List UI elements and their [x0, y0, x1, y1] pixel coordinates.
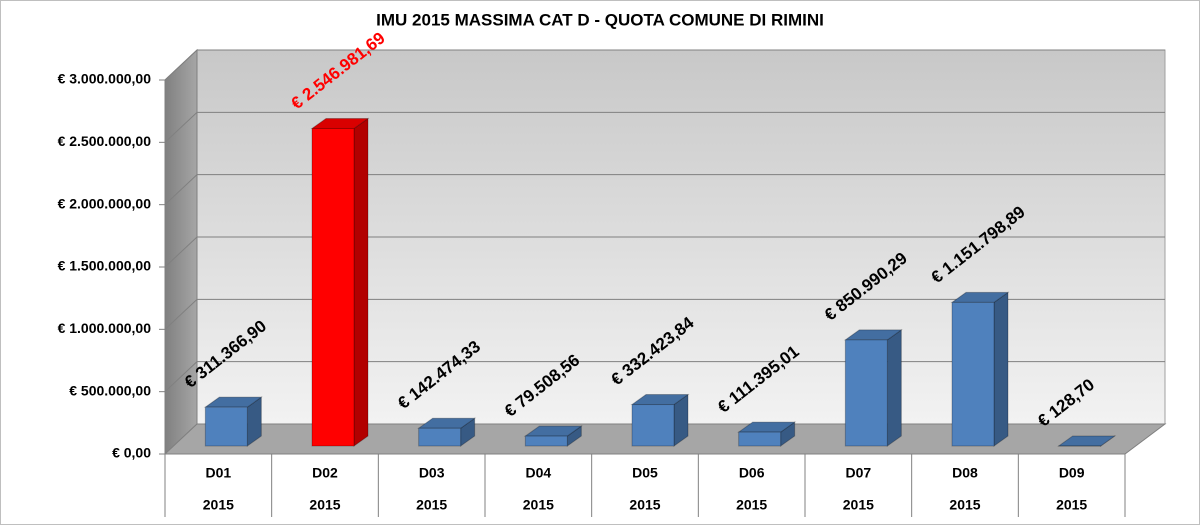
bar-side — [886, 328, 902, 447]
x-tick-label: D06 — [739, 465, 765, 481]
x-group-label: 2015 — [1056, 497, 1087, 513]
x-group-label: 2015 — [629, 497, 660, 513]
grid-line — [164, 111, 1165, 143]
bar — [204, 406, 248, 447]
y-tick-label: € 0,00 — [112, 445, 151, 461]
bar — [951, 301, 995, 447]
grid-line — [164, 49, 1165, 81]
chart-title: IMU 2015 MASSIMA CAT D - QUOTA COMUNE DI… — [376, 10, 824, 29]
bar — [738, 431, 782, 447]
bar — [844, 339, 888, 447]
y-tick-label: € 2.000.000,00 — [58, 195, 152, 211]
bar — [311, 127, 355, 447]
grid-line — [164, 298, 1165, 330]
x-tick-label: D04 — [525, 465, 551, 481]
y-tick-label: € 500.000,00 — [69, 382, 151, 398]
x-tick-label: D02 — [312, 465, 338, 481]
x-group-label: 2015 — [843, 497, 874, 513]
bar — [418, 427, 462, 447]
x-tick-label: D03 — [419, 465, 445, 481]
grid-line — [164, 236, 1165, 268]
bar — [631, 404, 675, 447]
x-group-label: 2015 — [736, 497, 767, 513]
y-tick-label: € 1.500.000,00 — [58, 258, 152, 274]
y-tick-label: € 1.000.000,00 — [58, 320, 152, 336]
x-group-label: 2015 — [309, 497, 340, 513]
x-tick-label: D07 — [845, 465, 871, 481]
x-group-label: 2015 — [949, 497, 980, 513]
x-tick-label: D01 — [205, 465, 231, 481]
y-tick-label: € 2.500.000,00 — [58, 133, 152, 149]
y-tick-label: € 3.000.000,00 — [58, 71, 152, 87]
x-group-label: 2015 — [416, 497, 447, 513]
bar-side — [993, 291, 1009, 447]
grid-line — [164, 361, 1165, 393]
x-group-label: 2015 — [203, 497, 234, 513]
bar — [524, 435, 568, 447]
x-tick-label: D09 — [1059, 465, 1085, 481]
x-group-label: 2015 — [523, 497, 554, 513]
x-tick-label: D08 — [952, 465, 978, 481]
bar-side — [353, 117, 369, 447]
x-tick-label: D05 — [632, 465, 658, 481]
grid-line — [164, 174, 1165, 206]
